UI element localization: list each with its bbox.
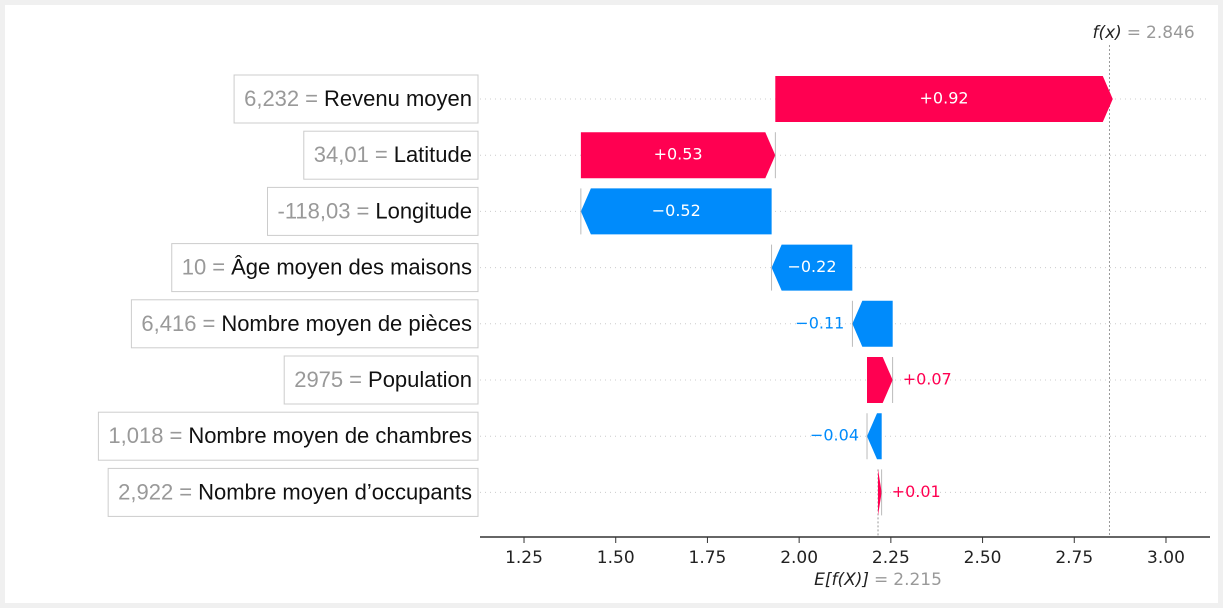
equals: =: [1127, 23, 1141, 43]
feature-name: Population: [368, 367, 472, 392]
feature-box: [283, 355, 479, 405]
base-label: E[f(X)] = 2.215: [814, 570, 942, 590]
feature-label: 6,232 = Revenu moyen: [244, 86, 472, 111]
equals: =: [874, 570, 888, 590]
bar: [878, 469, 882, 516]
feature-box: [171, 243, 479, 293]
equals: =: [375, 142, 388, 167]
label-name: f(x): [1092, 23, 1121, 43]
feature-label: 2975 = Population: [294, 367, 472, 392]
equals: =: [356, 198, 369, 223]
feature-value: 6,416: [141, 311, 196, 336]
bar: [771, 244, 853, 291]
value-label: −0.52: [652, 201, 701, 220]
x-tick-label: 3.00: [1147, 548, 1185, 568]
x-tick-label: 2.00: [780, 548, 818, 568]
x-tick-label: 2.75: [1055, 548, 1093, 568]
value-label: +0.01: [892, 482, 941, 501]
feature-value: 2,922: [118, 479, 173, 504]
feature-name: Nombre moyen de chambres: [188, 423, 472, 448]
feature-name: Nombre moyen d’occupants: [198, 479, 472, 504]
feature-name: Latitude: [394, 142, 472, 167]
equals: =: [202, 311, 215, 336]
x-tick-label: 1.25: [505, 548, 543, 568]
bar: [775, 76, 1113, 122]
bar: [867, 357, 893, 403]
output-label: f(x) = 2.846: [1092, 23, 1194, 43]
feature-name: Nombre moyen de pièces: [221, 311, 472, 336]
bar: [580, 132, 776, 179]
feature-label: 34,01 = Latitude: [314, 142, 472, 167]
bar: [867, 413, 882, 460]
feature-box: [107, 467, 479, 517]
value-label: +0.53: [654, 145, 703, 164]
x-tick-label: 2.25: [872, 548, 910, 568]
feature-box: [97, 411, 479, 461]
label-name: E[f(X)]: [814, 570, 869, 590]
feature-value: 34,01: [314, 142, 369, 167]
label-value: 2.215: [893, 570, 942, 590]
feature-value: 6,232: [244, 86, 299, 111]
bar: [580, 188, 772, 235]
feature-name: Revenu moyen: [324, 86, 472, 111]
feature-name: Longitude: [375, 198, 472, 223]
label-value: 2.846: [1146, 23, 1195, 43]
feature-value: 10: [182, 254, 206, 279]
feature-box: [267, 186, 479, 236]
feature-box: [130, 299, 479, 349]
equals: =: [212, 254, 225, 279]
feature-label: 1,018 = Nombre moyen de chambres: [108, 423, 472, 448]
equals: =: [169, 423, 182, 448]
feature-label: 10 = Âge moyen des maisons: [182, 254, 472, 279]
value-label: +0.07: [903, 370, 952, 389]
value-label: +0.92: [920, 89, 969, 108]
value-label: −0.04: [810, 426, 859, 445]
value-label: −0.11: [795, 313, 844, 332]
equals: =: [349, 367, 362, 392]
feature-label: 2,922 = Nombre moyen d’occupants: [118, 479, 472, 504]
feature-value: 2975: [294, 367, 343, 392]
feature-value: -118,03: [278, 198, 351, 223]
value-label: −0.22: [787, 257, 836, 276]
feature-label: -118,03 = Longitude: [278, 198, 473, 223]
feature-box: [303, 130, 479, 180]
feature-name: Âge moyen des maisons: [231, 254, 472, 279]
x-tick-label: 1.75: [689, 548, 727, 568]
feature-value: 1,018: [108, 423, 163, 448]
bar: [852, 300, 893, 347]
feature-box: [233, 74, 479, 124]
equals: =: [179, 479, 192, 504]
feature-label: 6,416 = Nombre moyen de pièces: [141, 311, 472, 336]
x-tick-label: 1.50: [597, 548, 635, 568]
equals: =: [305, 86, 318, 111]
x-tick-label: 2.50: [964, 548, 1002, 568]
